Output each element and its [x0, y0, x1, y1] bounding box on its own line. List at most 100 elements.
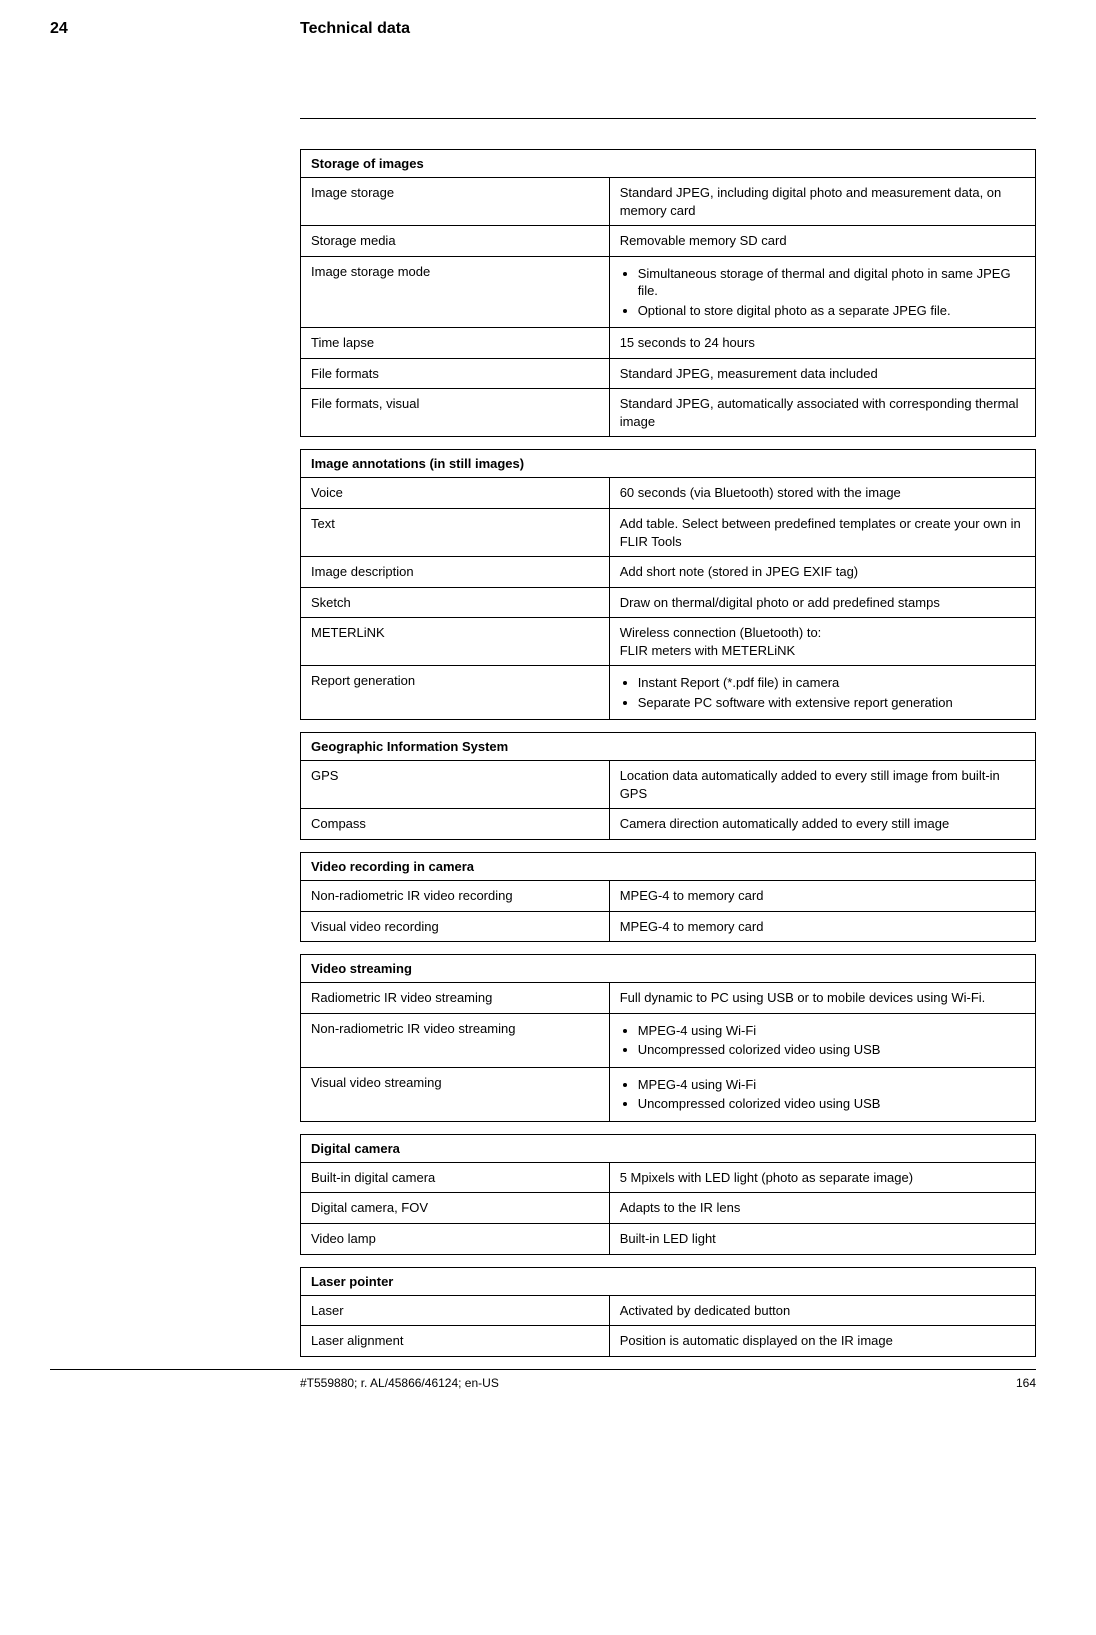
row-value: Wireless connection (Bluetooth) to: FLIR…: [609, 618, 1035, 666]
row-label: Radiometric IR video streaming: [301, 983, 610, 1014]
row-value: Simultaneous storage of thermal and digi…: [609, 256, 1035, 328]
row-value: Built-in LED light: [609, 1223, 1035, 1254]
row-label: Built-in digital camera: [301, 1162, 610, 1193]
content-area: Storage of imagesImage storageStandard J…: [300, 118, 1036, 1357]
list-item: Uncompressed colorized video using USB: [638, 1095, 1025, 1113]
table-row: LaserActivated by dedicated button: [301, 1295, 1036, 1326]
row-value: 15 seconds to 24 hours: [609, 328, 1035, 359]
page-number: 164: [1016, 1376, 1036, 1390]
list-item: Instant Report (*.pdf file) in camera: [638, 674, 1025, 692]
table-row: Image storage mode Simultaneous storage o…: [301, 256, 1036, 328]
section-title: Geographic Information System: [301, 733, 1036, 761]
table-row: GPSLocation data automatically added to …: [301, 761, 1036, 809]
row-value: Draw on thermal/digital photo or add pre…: [609, 587, 1035, 618]
doc-reference: #T559880; r. AL/45866/46124; en-US: [300, 1376, 499, 1390]
table-row: Radiometric IR video streamingFull dynam…: [301, 983, 1036, 1014]
spec-table: Laser pointerLaserActivated by dedicated…: [300, 1267, 1036, 1357]
table-row: CompassCamera direction automatically ad…: [301, 809, 1036, 840]
table-row: Report generation Instant Report (*.pdf f…: [301, 666, 1036, 720]
row-label: METERLiNK: [301, 618, 610, 666]
page-header: 24 Technical data: [50, 20, 1036, 38]
spec-table: Video recording in cameraNon-radiometric…: [300, 852, 1036, 942]
row-value: Location data automatically added to eve…: [609, 761, 1035, 809]
table-row: File formatsStandard JPEG, measurement d…: [301, 358, 1036, 389]
page-footer: #T559880; r. AL/45866/46124; en-US 164: [300, 1370, 1036, 1390]
table-row: File formats, visualStandard JPEG, autom…: [301, 389, 1036, 437]
row-value: Add short note (stored in JPEG EXIF tag): [609, 557, 1035, 588]
table-row: Image storageStandard JPEG, including di…: [301, 178, 1036, 226]
table-row: Visual video recordingMPEG-4 to memory c…: [301, 911, 1036, 942]
chapter-title: Technical data: [300, 20, 410, 38]
value-list: Instant Report (*.pdf file) in camera Sep…: [638, 674, 1025, 711]
section-title: Image annotations (in still images): [301, 450, 1036, 478]
table-row: Visual video streaming MPEG-4 using Wi-Fi…: [301, 1067, 1036, 1121]
section-title: Video streaming: [301, 955, 1036, 983]
table-row: Laser alignmentPosition is automatic dis…: [301, 1326, 1036, 1357]
section-title: Video recording in camera: [301, 853, 1036, 881]
table-row: TextAdd table. Select between predefined…: [301, 509, 1036, 557]
row-label: Non-radiometric IR video recording: [301, 881, 610, 912]
row-value: Full dynamic to PC using USB or to mobil…: [609, 983, 1035, 1014]
table-row: Image descriptionAdd short note (stored …: [301, 557, 1036, 588]
table-row: Digital camera, FOVAdapts to the IR lens: [301, 1193, 1036, 1224]
table-row: Storage mediaRemovable memory SD card: [301, 226, 1036, 257]
row-label: Time lapse: [301, 328, 610, 359]
section-title: Digital camera: [301, 1134, 1036, 1162]
value-list: MPEG-4 using Wi-FiUncompressed colorized…: [638, 1076, 1025, 1113]
spec-table: Geographic Information SystemGPSLocation…: [300, 732, 1036, 840]
row-label: Visual video recording: [301, 911, 610, 942]
row-value: Standard JPEG, automatically associated …: [609, 389, 1035, 437]
list-item: Separate PC software with extensive repo…: [638, 694, 1025, 712]
table-row: METERLiNKWireless connection (Bluetooth)…: [301, 618, 1036, 666]
value-list: Simultaneous storage of thermal and digi…: [638, 265, 1025, 320]
table-row: Non-radiometric IR video streaming MPEG-4…: [301, 1013, 1036, 1067]
row-label: Non-radiometric IR video streaming: [301, 1013, 610, 1067]
row-value: MPEG-4 using Wi-FiUncompressed colorized…: [609, 1013, 1035, 1067]
table-row: Video lampBuilt-in LED light: [301, 1223, 1036, 1254]
list-item: Uncompressed colorized video using USB: [638, 1041, 1025, 1059]
chapter-number: 24: [50, 20, 300, 38]
row-label: Visual video streaming: [301, 1067, 610, 1121]
row-label: Sketch: [301, 587, 610, 618]
list-item: Optional to store digital photo as a sep…: [638, 302, 1025, 320]
spec-table: Digital cameraBuilt-in digital camera5 M…: [300, 1134, 1036, 1255]
table-row: Voice60 seconds (via Bluetooth) stored w…: [301, 478, 1036, 509]
row-value: Instant Report (*.pdf file) in camera Sep…: [609, 666, 1035, 720]
row-value: MPEG-4 to memory card: [609, 881, 1035, 912]
table-row: Built-in digital camera5 Mpixels with LE…: [301, 1162, 1036, 1193]
row-label: Compass: [301, 809, 610, 840]
row-value: Add table. Select between predefined tem…: [609, 509, 1035, 557]
spec-table: Image annotations (in still images)Voice…: [300, 449, 1036, 720]
row-label: Laser: [301, 1295, 610, 1326]
row-value: 5 Mpixels with LED light (photo as separ…: [609, 1162, 1035, 1193]
row-label: Storage media: [301, 226, 610, 257]
row-value: Standard JPEG, measurement data included: [609, 358, 1035, 389]
row-label: GPS: [301, 761, 610, 809]
table-row: Non-radiometric IR video recordingMPEG-4…: [301, 881, 1036, 912]
row-label: Text: [301, 509, 610, 557]
row-value: Position is automatic displayed on the I…: [609, 1326, 1035, 1357]
row-label: Image storage mode: [301, 256, 610, 328]
section-title: Laser pointer: [301, 1267, 1036, 1295]
row-value: Standard JPEG, including digital photo a…: [609, 178, 1035, 226]
row-label: Laser alignment: [301, 1326, 610, 1357]
row-value: Adapts to the IR lens: [609, 1193, 1035, 1224]
row-value: MPEG-4 using Wi-FiUncompressed colorized…: [609, 1067, 1035, 1121]
value-list: MPEG-4 using Wi-FiUncompressed colorized…: [638, 1022, 1025, 1059]
list-item: Simultaneous storage of thermal and digi…: [638, 265, 1025, 300]
list-item: MPEG-4 using Wi-Fi: [638, 1022, 1025, 1040]
row-label: Report generation: [301, 666, 610, 720]
page: 24 Technical data Storage of imagesImage…: [0, 0, 1096, 1410]
row-value: Camera direction automatically added to …: [609, 809, 1035, 840]
row-label: Digital camera, FOV: [301, 1193, 610, 1224]
spec-table: Storage of imagesImage storageStandard J…: [300, 149, 1036, 437]
row-label: Image description: [301, 557, 610, 588]
row-value: MPEG-4 to memory card: [609, 911, 1035, 942]
tables-container: Storage of imagesImage storageStandard J…: [300, 149, 1036, 1357]
spec-table: Video streamingRadiometric IR video stre…: [300, 954, 1036, 1122]
row-value: 60 seconds (via Bluetooth) stored with t…: [609, 478, 1035, 509]
table-row: Time lapse15 seconds to 24 hours: [301, 328, 1036, 359]
top-rule: [300, 118, 1036, 119]
row-label: Image storage: [301, 178, 610, 226]
row-value: Removable memory SD card: [609, 226, 1035, 257]
